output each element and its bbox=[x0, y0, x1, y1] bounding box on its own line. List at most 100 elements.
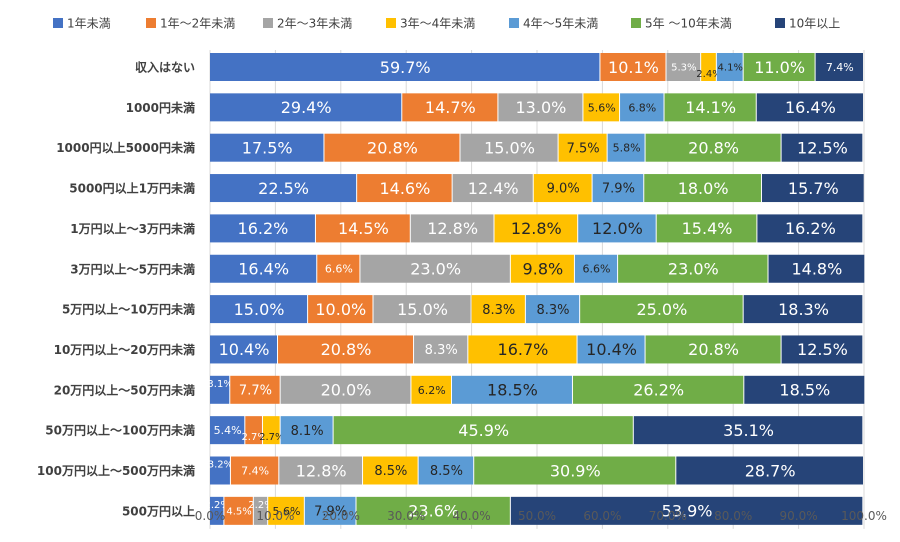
bar-segment bbox=[210, 53, 600, 81]
bar-segment bbox=[210, 133, 324, 162]
data-label: 59.7% bbox=[380, 58, 431, 77]
data-label: 12.5% bbox=[797, 138, 848, 157]
bar-segment bbox=[607, 133, 645, 162]
x-tick-label: 0.0% bbox=[195, 509, 226, 523]
data-label: 2.4% bbox=[696, 69, 721, 80]
bar-segment bbox=[210, 93, 402, 122]
category-label: 1万円以上～3万円未満 bbox=[70, 221, 195, 236]
data-label: 15.0% bbox=[484, 138, 535, 157]
data-label: 20.8% bbox=[367, 138, 418, 157]
bar-segment bbox=[411, 375, 451, 404]
legend-swatch bbox=[509, 18, 519, 28]
data-label: 10.4% bbox=[219, 340, 270, 359]
bar-segment bbox=[577, 335, 645, 364]
data-label: 8.5% bbox=[374, 464, 407, 479]
bar-segment bbox=[262, 416, 280, 445]
x-tick-label: 90.0% bbox=[780, 509, 818, 523]
data-label: 29.4% bbox=[281, 98, 332, 117]
data-label: 45.9% bbox=[458, 421, 509, 440]
data-label: 2.7% bbox=[259, 432, 284, 443]
data-label: 18.5% bbox=[487, 381, 538, 400]
legend-label: 10年以上 bbox=[789, 17, 840, 31]
bar-segment bbox=[414, 335, 468, 364]
data-label: 12.0% bbox=[592, 219, 643, 238]
legend-label: 1年未満 bbox=[67, 17, 111, 31]
x-tick-label: 70.0% bbox=[649, 509, 687, 523]
bar-segment bbox=[253, 496, 268, 525]
data-label: 12.8% bbox=[511, 219, 562, 238]
bar-segment bbox=[578, 214, 656, 243]
legend-item: 2年～3年未満 bbox=[263, 17, 352, 31]
x-tick-label: 50.0% bbox=[518, 509, 556, 523]
bar-segment bbox=[498, 93, 583, 122]
data-label: 2.2% bbox=[204, 500, 229, 511]
bars: 59.7% 10.1% 5.3%2.4%4.1% 11.0% 7.4% 29.4% 14.7… bbox=[204, 53, 865, 525]
data-label: 8.1% bbox=[291, 424, 324, 439]
bar-segment bbox=[304, 496, 356, 525]
bar-segment bbox=[666, 53, 701, 81]
data-label: 8.3% bbox=[482, 303, 515, 318]
data-label: 5.8% bbox=[613, 142, 641, 155]
legend-label: 4年～5年未満 bbox=[523, 17, 598, 31]
category-label: 5000円以上1万円未満 bbox=[69, 181, 195, 196]
data-label: 18.0% bbox=[678, 179, 729, 198]
bar-segment bbox=[333, 416, 633, 445]
bar-segment bbox=[460, 133, 558, 162]
data-label: 3.2% bbox=[208, 460, 233, 471]
data-label: 10.0% bbox=[315, 300, 366, 319]
data-label: 5.3% bbox=[671, 63, 696, 74]
bar-segment bbox=[363, 456, 418, 485]
legend-item: 1年～2年未満 bbox=[146, 17, 235, 31]
data-label: 13.0% bbox=[516, 98, 567, 117]
data-label: 53.9% bbox=[662, 502, 713, 521]
bar-segment bbox=[230, 375, 280, 404]
data-label: 14.1% bbox=[685, 98, 736, 117]
legend-swatch bbox=[631, 18, 641, 28]
bar-segment bbox=[768, 254, 865, 283]
legend-label: 3年～4年未満 bbox=[400, 17, 475, 31]
data-label: 16.4% bbox=[785, 98, 836, 117]
gridlines bbox=[209, 50, 865, 529]
category-label: 5万円以上～10万円未満 bbox=[62, 302, 195, 317]
data-label: 4.1% bbox=[718, 63, 743, 74]
data-label: 9.8% bbox=[523, 260, 564, 279]
bar-segment bbox=[356, 496, 510, 525]
data-label: 14.5% bbox=[338, 219, 389, 238]
bar-segment bbox=[210, 375, 230, 404]
x-tick-label: 40.0% bbox=[453, 509, 491, 523]
bar-segment bbox=[580, 295, 743, 324]
legend-label: 2年～3年未満 bbox=[277, 17, 352, 31]
data-label: 7.5% bbox=[567, 141, 600, 156]
bar-segment bbox=[471, 295, 525, 324]
bar-segment bbox=[644, 174, 761, 203]
bar-segment bbox=[373, 295, 471, 324]
data-label: 28.7% bbox=[745, 461, 796, 480]
bar-segment bbox=[600, 53, 666, 81]
category-labels: 収入はない 1000円未満 1000円以上5000円未満 5000円以上1万円未満 1万… bbox=[37, 61, 195, 519]
legend-label: 1年～2年未満 bbox=[160, 17, 235, 31]
category-label: 20万円以上～50万円未満 bbox=[54, 382, 195, 397]
bar-segment bbox=[757, 214, 863, 243]
bar-segment bbox=[210, 254, 317, 283]
category-label: 50万円以上～100万円未満 bbox=[45, 423, 195, 438]
bar-segment bbox=[558, 133, 607, 162]
data-label: 7.7% bbox=[239, 383, 272, 398]
data-label: 9.0% bbox=[547, 182, 580, 197]
bar-segment bbox=[324, 133, 460, 162]
bar-segment bbox=[468, 335, 577, 364]
data-label: 20.8% bbox=[321, 340, 372, 359]
bar-segment bbox=[317, 254, 360, 283]
data-label: 23.0% bbox=[410, 260, 461, 279]
bar-segment bbox=[701, 53, 716, 81]
legend-item: 5年 ～10年未満 bbox=[631, 17, 732, 31]
legend-item: 10年以上 bbox=[775, 17, 840, 31]
data-label: 7.9% bbox=[314, 505, 347, 520]
bar-segment bbox=[815, 53, 863, 81]
bar-segment bbox=[494, 214, 578, 243]
bar-segment bbox=[525, 295, 580, 324]
data-label: 10.1% bbox=[608, 58, 659, 77]
data-label: 8.5% bbox=[430, 464, 463, 479]
bar-segment bbox=[618, 254, 768, 283]
data-label: 20.8% bbox=[688, 340, 739, 359]
